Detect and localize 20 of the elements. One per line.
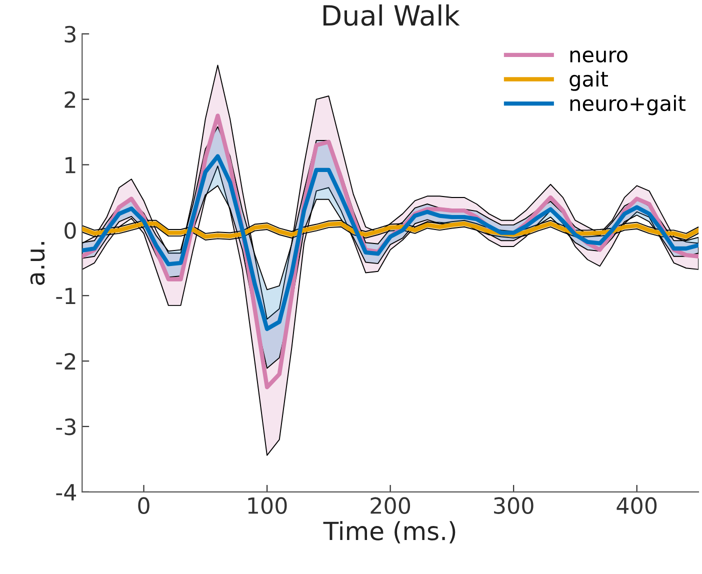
y-tick-label: 3 xyxy=(64,26,76,43)
y-tick-label: 0 xyxy=(64,222,76,239)
chart-title: Dual Walk xyxy=(324,4,460,26)
y-tick-label: -2 xyxy=(56,352,76,370)
y-axis-title: a.u. xyxy=(30,242,45,285)
legend-label: neuro xyxy=(570,50,628,62)
y-tick-label: -1 xyxy=(56,288,76,304)
line-series xyxy=(82,154,698,332)
y-tick-label: 2 xyxy=(64,91,76,108)
y-tick-label: -4 xyxy=(56,484,76,500)
y-tick-label: 1 xyxy=(66,156,76,174)
x-axis-title: Time (ms.) xyxy=(323,521,456,544)
x-tick-label: 400 xyxy=(616,497,657,514)
y-tick-label: -3 xyxy=(56,418,76,436)
x-tick-label: 0 xyxy=(138,497,150,514)
legend-label: neuro+gait xyxy=(570,95,686,116)
x-tick-label: 200 xyxy=(370,497,410,514)
x-tick-label: 300 xyxy=(494,497,534,514)
legend-label: gait xyxy=(570,70,608,91)
x-tick-label: 100 xyxy=(248,497,287,514)
